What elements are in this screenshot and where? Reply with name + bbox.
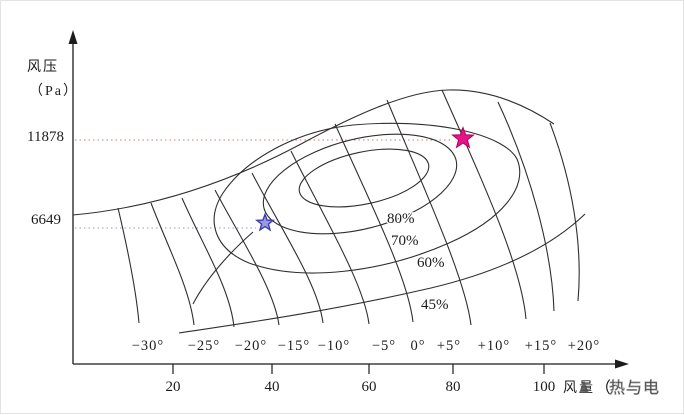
contour-45-left-arc bbox=[192, 231, 254, 305]
angle-labels: −30° −25° −20° −15° −10° −5° 0° +5° +10°… bbox=[132, 338, 600, 354]
curve-minus-25 bbox=[150, 202, 195, 326]
low-pressure-star-marker bbox=[254, 212, 276, 232]
label-70pct: 70% bbox=[391, 233, 419, 249]
curve-plus-10 bbox=[441, 89, 527, 320]
x-axis-title: 风量 bbox=[563, 380, 595, 396]
y-axis-unit: （Pa） bbox=[29, 83, 79, 99]
angle-plus-10: +10° bbox=[478, 338, 510, 354]
x-axis-title-group: 风量 （ 热与电 bbox=[563, 379, 660, 398]
label-60pct: 60% bbox=[417, 255, 445, 271]
curve-plus-15 bbox=[497, 101, 555, 312]
y-ref-value-high: 11878 bbox=[27, 129, 64, 145]
angle-minus-25: −25° bbox=[188, 338, 220, 354]
x-axis bbox=[73, 359, 629, 374]
curve-plus-20 bbox=[549, 122, 580, 302]
curve-minus-20 bbox=[181, 197, 235, 328]
blade-angle-curves bbox=[117, 89, 580, 328]
watermark-logo-icon bbox=[579, 380, 589, 393]
y-axis-title: 风压 bbox=[27, 60, 59, 75]
contour-60 bbox=[213, 122, 521, 274]
watermark-paren: （ bbox=[595, 379, 612, 397]
contour-80 bbox=[298, 148, 430, 208]
x-axis-arrow-icon bbox=[615, 359, 629, 369]
y-axis bbox=[68, 30, 78, 364]
y-axis-arrow-icon bbox=[68, 30, 78, 44]
curve-minus-5 bbox=[290, 150, 370, 325]
angle-plus-5: +5° bbox=[437, 338, 461, 354]
label-80pct: 80% bbox=[387, 211, 415, 227]
contour-70 bbox=[262, 133, 458, 235]
tick-20: 20 bbox=[166, 379, 181, 395]
label-45pct: 45% bbox=[421, 297, 449, 313]
curve-plus-5 bbox=[386, 99, 472, 326]
curve-minus-30 bbox=[117, 207, 140, 324]
angle-minus-20: −20° bbox=[235, 338, 267, 354]
angle-minus-30: −30° bbox=[132, 338, 164, 354]
contour-45 bbox=[178, 213, 586, 334]
x-tick-labels: 20 40 60 80 100 bbox=[166, 379, 556, 395]
angle-0: 0° bbox=[410, 338, 425, 354]
curve-0 bbox=[334, 123, 414, 323]
tick-60: 60 bbox=[362, 379, 377, 395]
angle-minus-5: −5° bbox=[372, 338, 396, 354]
x-axis-ticks bbox=[172, 364, 545, 374]
efficiency-contours bbox=[178, 122, 586, 334]
angle-minus-10: −10° bbox=[318, 338, 350, 354]
angle-plus-20: +20° bbox=[568, 338, 600, 354]
high-pressure-star-marker bbox=[451, 126, 475, 149]
watermark-text: 热与电 bbox=[609, 379, 660, 397]
angle-plus-15: +15° bbox=[525, 338, 557, 354]
tick-100: 100 bbox=[533, 379, 556, 395]
tick-80: 80 bbox=[446, 379, 461, 395]
curve-minus-15 bbox=[214, 189, 280, 326]
y-ref-value-low: 6649 bbox=[31, 212, 61, 228]
curve-minus-10 bbox=[251, 172, 324, 324]
angle-minus-15: −15° bbox=[278, 338, 310, 354]
envelope-curve bbox=[72, 89, 555, 216]
efficiency-labels: 80% 70% 60% 45% bbox=[386, 210, 450, 315]
tick-40: 40 bbox=[265, 379, 280, 395]
